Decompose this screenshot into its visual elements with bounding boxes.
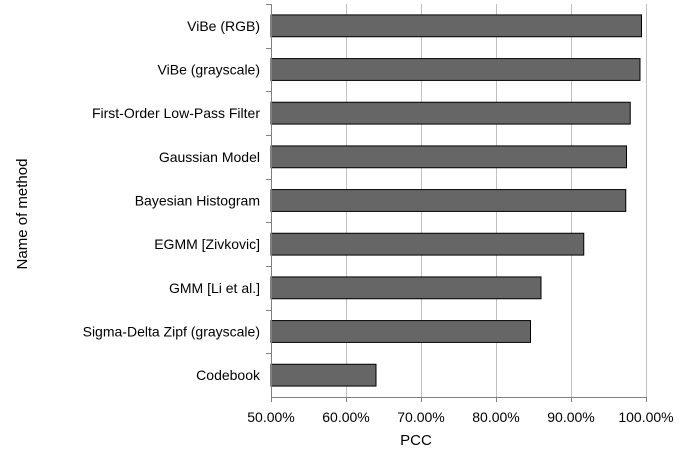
bar xyxy=(270,363,377,387)
bar xyxy=(270,232,585,256)
x-tick-label: 80.00% xyxy=(472,409,519,425)
y-axis-title: Name of method xyxy=(14,159,31,270)
axis-layer xyxy=(266,4,647,402)
bar-layer xyxy=(270,14,642,387)
x-tick-label: 50.00% xyxy=(247,409,294,425)
label-layer: 50.00% 60.00% 70.00% 80.00% 90.00% 100.00% ViB… xyxy=(83,18,674,425)
bar xyxy=(270,58,641,81)
x-tick-label: 70.00% xyxy=(397,409,444,425)
bar xyxy=(270,14,642,38)
bar xyxy=(270,320,531,343)
y-category-label: Codebook xyxy=(196,367,261,383)
bar xyxy=(270,101,631,125)
y-category-label: EGMM [Zivkovic] xyxy=(154,236,260,252)
y-category-label: GMM [Li et al.] xyxy=(169,280,260,296)
y-category-label: ViBe (grayscale) xyxy=(158,62,260,78)
x-tick-label: 60.00% xyxy=(322,409,369,425)
bar xyxy=(270,145,627,169)
y-category-label: ViBe (RGB) xyxy=(187,18,260,34)
y-category-label: Bayesian Histogram xyxy=(135,193,260,209)
x-tick-label: 90.00% xyxy=(547,409,594,425)
y-category-label: First-Order Low-Pass Filter xyxy=(92,105,260,121)
bar xyxy=(270,189,627,212)
x-tick-label: 100.00% xyxy=(618,409,673,425)
y-category-label: Sigma-Delta Zipf (grayscale) xyxy=(83,324,260,340)
x-axis-title: PCC xyxy=(400,432,432,449)
bar xyxy=(270,276,542,300)
y-category-label: Gaussian Model xyxy=(159,149,260,165)
